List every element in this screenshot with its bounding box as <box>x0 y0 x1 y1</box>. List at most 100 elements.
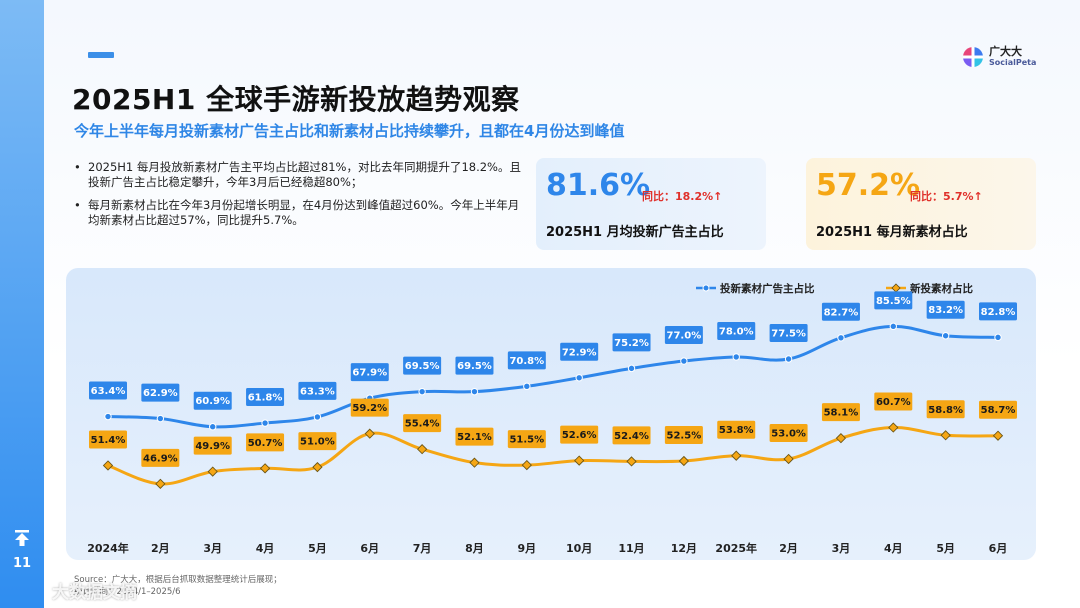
data-label: 60.7% <box>876 397 911 408</box>
series-line <box>106 324 1000 429</box>
data-point <box>156 414 165 423</box>
watermark: 大数据文摘 <box>52 583 137 603</box>
data-point <box>261 419 269 427</box>
data-label: 53.0% <box>771 428 806 439</box>
data-point <box>575 374 583 382</box>
data-label: 51.0% <box>300 437 335 448</box>
series-line <box>106 426 1000 486</box>
data-point <box>627 364 636 373</box>
data-point <box>364 428 375 439</box>
data-label-box <box>141 383 180 402</box>
data-label-box <box>769 423 808 442</box>
data-label-box <box>664 426 703 444</box>
data-label: 77.0% <box>667 331 702 342</box>
x-tick-label: 2024年 <box>87 541 129 555</box>
legend-label: 投新素材广告主占比 <box>720 282 815 295</box>
data-label: 70.8% <box>509 356 544 367</box>
data-label: 69.5% <box>405 361 440 372</box>
data-label: 46.9% <box>143 453 178 464</box>
legend-marker <box>702 284 710 292</box>
data-label-box <box>246 433 285 452</box>
data-label-box <box>455 427 494 446</box>
data-label: 85.5% <box>876 296 911 307</box>
x-tick-label: 8月 <box>465 542 484 555</box>
source-line: Source：广大大，根据后台抓取数据整理统计后展现； <box>74 575 282 585</box>
data-point <box>574 455 585 466</box>
data-point <box>732 353 740 361</box>
data-point <box>521 459 532 471</box>
data-label: 49.9% <box>195 441 230 452</box>
data-label: 58.7% <box>981 405 1016 416</box>
x-tick-label: 6月 <box>360 542 379 555</box>
data-point <box>470 387 479 396</box>
page-number: 11 <box>12 556 32 571</box>
data-label-box <box>560 342 599 361</box>
back-to-top-icon[interactable] <box>12 528 32 548</box>
data-label: 78.0% <box>719 326 754 337</box>
data-point <box>783 453 794 465</box>
data-label: 55.4% <box>405 419 440 430</box>
data-point <box>941 332 950 340</box>
data-label-box <box>89 430 127 449</box>
x-tick-label: 7月 <box>413 542 432 555</box>
data-label-box <box>717 420 756 439</box>
x-tick-label: 6月 <box>989 542 1008 555</box>
data-point <box>416 444 428 455</box>
kpi-card-advertiser-share: 81.6% 同比：18.2%↑ 2025H1 月均投新广告主占比 <box>536 158 766 250</box>
data-label: 77.5% <box>771 329 806 340</box>
data-point <box>678 455 690 467</box>
data-label: 60.9% <box>195 396 230 407</box>
brand-logo: 广大大 SocialPeta <box>962 46 1036 68</box>
data-point <box>835 433 847 444</box>
data-point <box>155 478 166 489</box>
x-tick-label: 5月 <box>936 542 955 555</box>
logo-text-cn: 广大大 <box>989 45 1022 58</box>
data-point <box>680 357 688 365</box>
source-period: 统计时间：2024/1–2025/6 <box>74 587 181 597</box>
socialpeta-logo-icon <box>963 47 983 67</box>
x-tick-label: 3月 <box>203 542 222 555</box>
data-label: 53.8% <box>719 425 754 436</box>
data-point <box>837 334 845 342</box>
title-accent-bar <box>88 52 114 58</box>
line-chart-panel: 投新素材广告主占比 新投素材占比 63.4% 62.9% 60.9% 61.8% 63.3%… <box>66 268 1036 560</box>
data-label-box <box>403 414 442 433</box>
data-label-box <box>612 426 651 445</box>
data-label: 67.9% <box>352 368 387 379</box>
kpi-value: 81.6% <box>546 168 651 203</box>
page-subtitle: 今年上半年每月投新素材广告主占比和新素材占比持续攀升，且都在4月份达到峰值 <box>74 122 625 140</box>
data-label-box <box>507 430 546 449</box>
x-tick-label: 3月 <box>832 542 851 555</box>
data-label-box <box>89 381 127 400</box>
logo-text-en: SocialPeta <box>989 58 1037 67</box>
data-label: 69.5% <box>457 361 492 372</box>
data-label: 52.1% <box>457 432 492 443</box>
data-point <box>888 422 899 433</box>
data-label-box <box>926 400 965 419</box>
data-label-box <box>507 351 546 370</box>
data-point <box>523 382 531 391</box>
x-tick-label: 5月 <box>308 542 327 555</box>
data-point <box>313 413 322 421</box>
page-title: 2025H1 全球手游新投放趋势观察 <box>72 83 520 116</box>
data-point <box>940 430 951 441</box>
data-label-box <box>298 432 337 451</box>
data-label: 52.4% <box>614 431 649 442</box>
x-tick-label: 9月 <box>517 542 536 555</box>
data-point <box>992 430 1004 441</box>
legend-label: 新投素材占比 <box>910 282 973 295</box>
x-tick-label: 12月 <box>671 542 697 555</box>
data-label: 58.1% <box>824 408 859 419</box>
kpi-label: 2025H1 月均投新广告主占比 <box>546 225 724 240</box>
bullet-item: 每月新素材占比在今年3月份起增长明显，在4月份达到峰值超过60%。今年上半年月均… <box>74 198 529 228</box>
data-label-box <box>193 436 232 455</box>
data-point <box>102 460 114 471</box>
data-label: 72.9% <box>562 347 597 358</box>
data-label-box <box>874 392 913 411</box>
data-label: 63.4% <box>91 386 126 397</box>
data-label-box <box>141 448 180 467</box>
data-label-box <box>403 356 442 375</box>
data-label-box <box>350 363 389 382</box>
source-note: Source：广大大，根据后台抓取数据整理统计后展现； 统计时间：2024/1–… <box>74 574 282 598</box>
data-label: 83.2% <box>928 305 963 316</box>
